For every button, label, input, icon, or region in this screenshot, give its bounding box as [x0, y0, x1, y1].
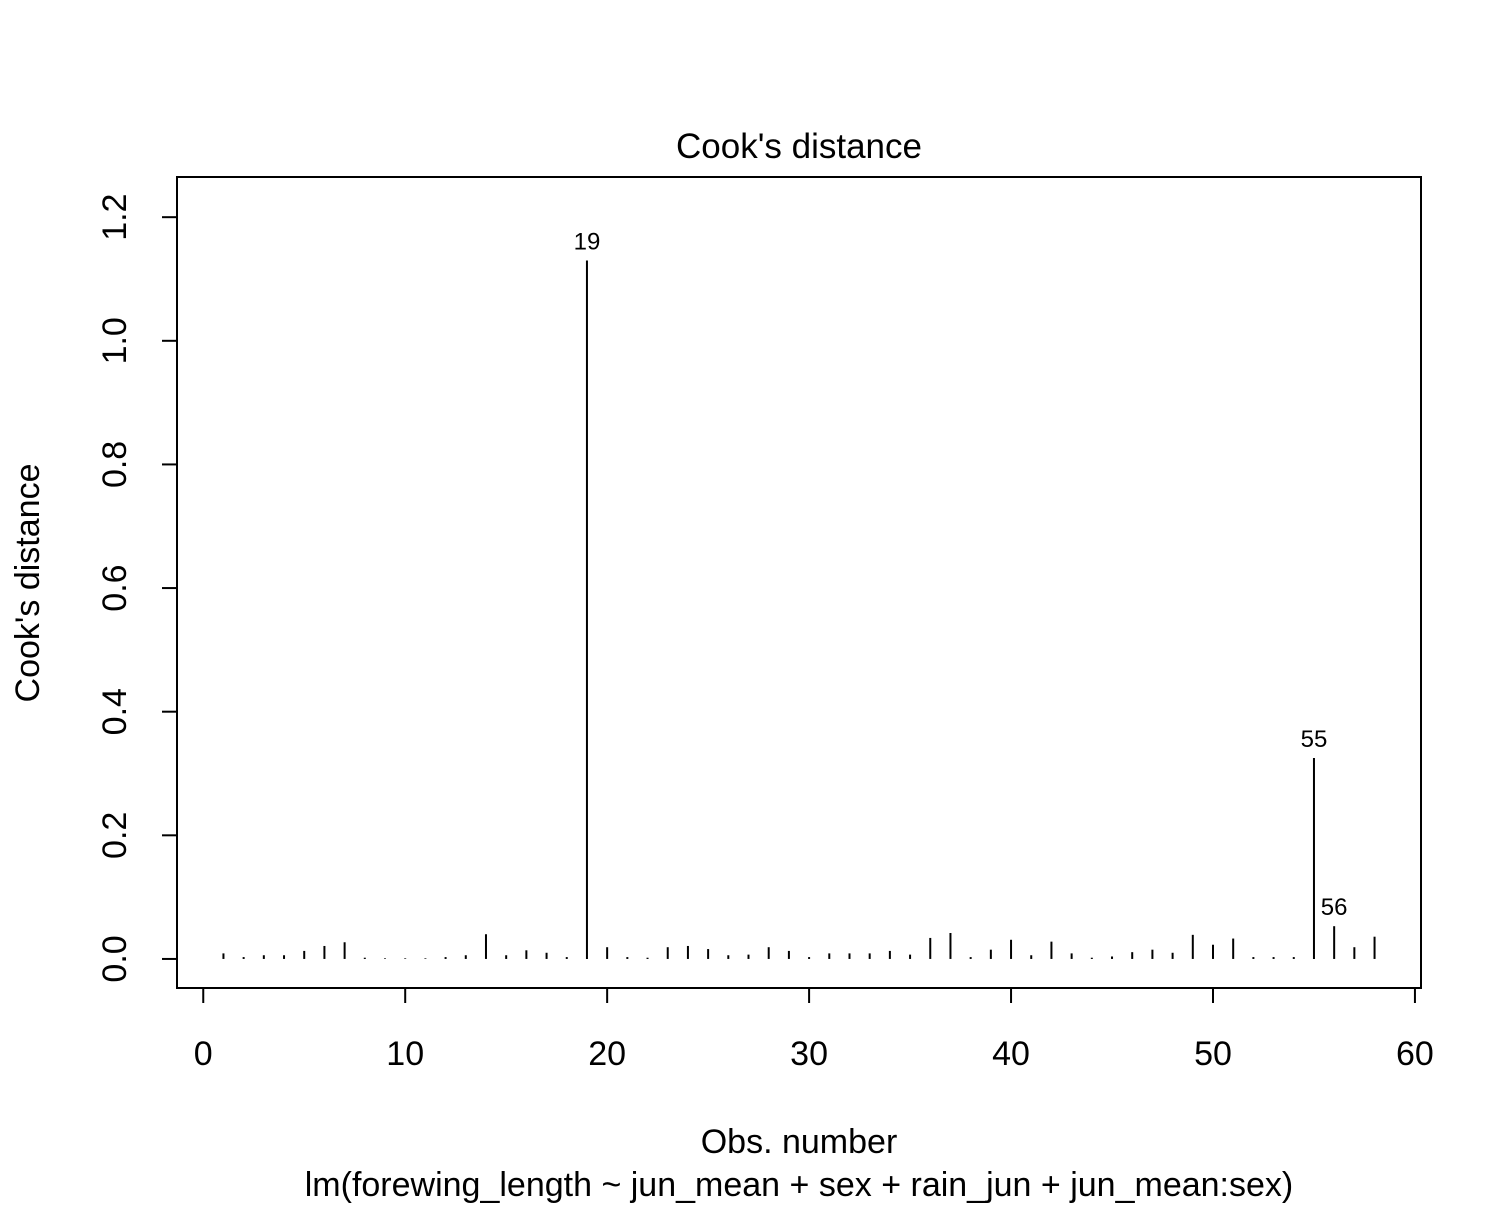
y-tick-label: 0.6 — [96, 564, 134, 611]
x-tick-label: 30 — [790, 1035, 828, 1073]
x-axis: 0 10 20 30 40 50 60 — [194, 987, 1434, 1073]
plot-area-box — [176, 176, 1422, 989]
obs-label-19: 19 — [574, 228, 601, 255]
y-axis-label: Cook's distance — [9, 464, 47, 703]
x-tick-label: 60 — [1396, 1035, 1434, 1073]
obs-label-55: 55 — [1301, 726, 1328, 753]
y-tick-label: 1.0 — [96, 317, 134, 364]
x-tick-label: 50 — [1194, 1035, 1232, 1073]
x-tick-label: 20 — [588, 1035, 626, 1073]
y-tick-label: 0.8 — [96, 441, 134, 488]
x-tick-label: 40 — [992, 1035, 1030, 1073]
x-axis-label: Obs. number — [701, 1123, 898, 1161]
obs-label-56: 56 — [1321, 894, 1348, 921]
y-tick-label: 0.4 — [96, 688, 134, 735]
y-tick-label: 0.2 — [96, 812, 134, 859]
y-tick-label: 0.0 — [96, 935, 134, 982]
x-tick-label: 10 — [386, 1035, 424, 1073]
y-tick-label: 1.2 — [96, 194, 134, 241]
bars-group — [222, 260, 1376, 959]
point-labels: 19 55 56 — [574, 228, 1348, 921]
y-axis: 0.0 0.2 0.4 0.6 0.8 1.0 1.2 — [96, 194, 178, 983]
chart-title: Cook's distance — [676, 127, 922, 166]
x-tick-label: 0 — [194, 1035, 213, 1073]
model-formula-subtitle: lm(forewing_length ~ jun_mean + sex + ra… — [305, 1166, 1293, 1204]
